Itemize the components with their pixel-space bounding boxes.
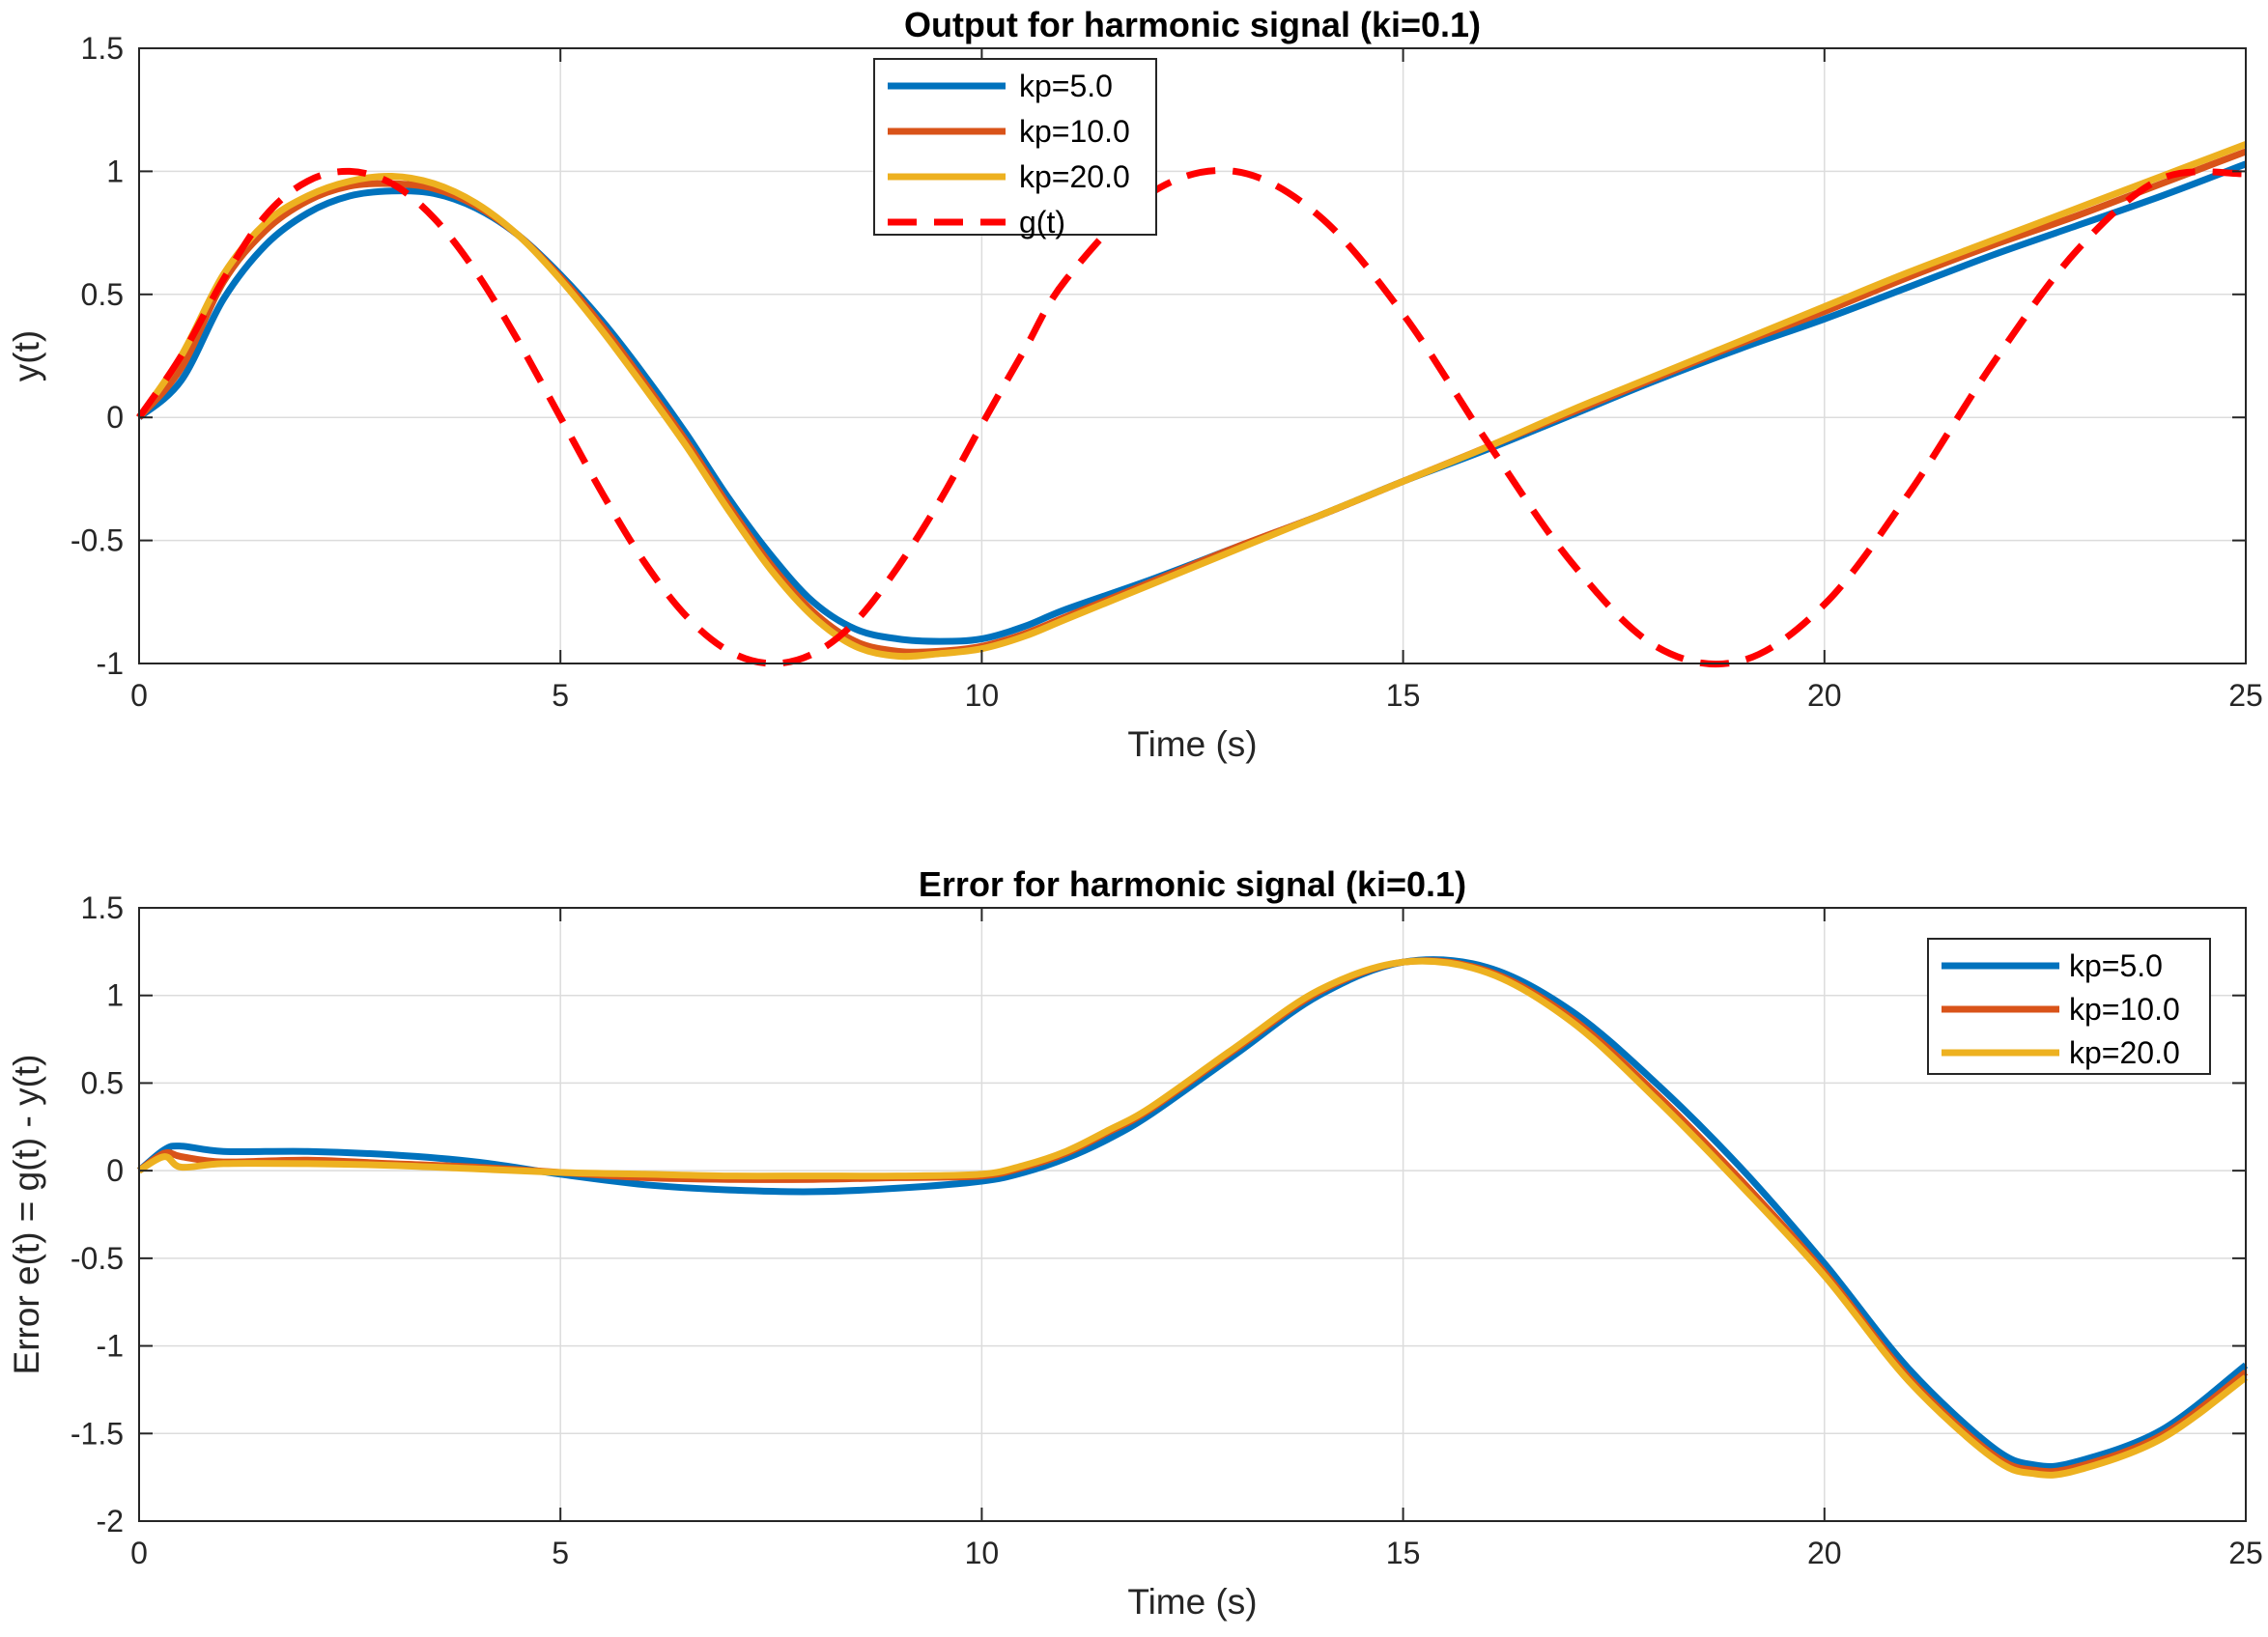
- series-line-g-t-: [136, 167, 2247, 668]
- legend-label: kp=5.0: [2069, 948, 2163, 983]
- y-tick-label: 0.5: [81, 277, 124, 312]
- x-tick-label: 20: [1807, 1536, 1842, 1570]
- x-tick-label: 15: [1386, 1536, 1421, 1570]
- y-tick-label: 0.5: [81, 1065, 124, 1100]
- y-tick-label: -1: [97, 646, 124, 681]
- y-tick-label: 1: [106, 978, 124, 1013]
- error-chart: 0 5 10 15 20 25 -2 -1.5 -1 -0.5 0 0.5 1 1.5 Error for …: [7, 864, 2263, 1622]
- y-tick-label: -1: [97, 1329, 124, 1364]
- y-tick-label: 1.5: [81, 890, 124, 925]
- legend: kp=5.0 kp=10.0 kp=20.0 g(t): [873, 58, 1157, 240]
- x-tick-label: 0: [130, 1536, 148, 1570]
- legend-label: kp=10.0: [1019, 114, 1130, 149]
- x-tick-label: 5: [552, 678, 569, 713]
- legend-label: g(t): [1019, 205, 1065, 240]
- y-tick-label: -0.5: [71, 523, 124, 558]
- x-tick-label: 20: [1807, 678, 1842, 713]
- legend-label: kp=20.0: [1019, 159, 1130, 194]
- x-tick-label: 25: [2228, 678, 2263, 713]
- series-line-kp-5-0: [136, 956, 2249, 1470]
- chart-title: Error for harmonic signal (ki=0.1): [919, 864, 1466, 904]
- x-tick-label: 15: [1386, 678, 1421, 713]
- legend-label: kp=10.0: [2069, 992, 2180, 1027]
- axes-box: [138, 47, 2247, 664]
- x-axis-label: Time (s): [1127, 724, 1257, 764]
- x-tick-label: 0: [130, 678, 148, 713]
- legend-label: kp=20.0: [2069, 1035, 2180, 1070]
- plot-area: [139, 48, 2246, 663]
- x-tick-label: 10: [965, 1536, 1000, 1570]
- y-tick-label: 1.5: [81, 31, 124, 66]
- axes-box: [138, 907, 2247, 1522]
- y-tick-label: 0: [106, 400, 124, 435]
- x-tick-label: 5: [552, 1536, 569, 1570]
- y-tick-label: 0: [106, 1153, 124, 1188]
- x-axis-label: Time (s): [1127, 1582, 1257, 1622]
- output-chart: 0 5 10 15 20 25 -1 -0.5 0 0.5 1 1.5 Output for harmo…: [7, 5, 2263, 764]
- y-axis-label: Error e(t) = g(t) - y(t): [7, 1055, 46, 1375]
- legend-label: kp=5.0: [1019, 69, 1113, 103]
- y-tick-label: -1.5: [71, 1416, 124, 1451]
- series-line-kp-20-0: [136, 141, 2248, 661]
- y-axis-label: y(t): [7, 330, 46, 381]
- plot-area: [139, 908, 2246, 1521]
- legend: kp=5.0 kp=10.0 kp=20.0: [1927, 938, 2211, 1075]
- chart-title: Output for harmonic signal (ki=0.1): [904, 5, 1481, 44]
- y-tick-label: 1: [106, 154, 124, 188]
- x-tick-label: 10: [965, 678, 1000, 713]
- y-tick-label: -0.5: [71, 1241, 124, 1276]
- series-line-kp-20-0: [137, 957, 2249, 1479]
- x-tick-label: 25: [2228, 1536, 2263, 1570]
- y-tick-label: -2: [97, 1504, 124, 1538]
